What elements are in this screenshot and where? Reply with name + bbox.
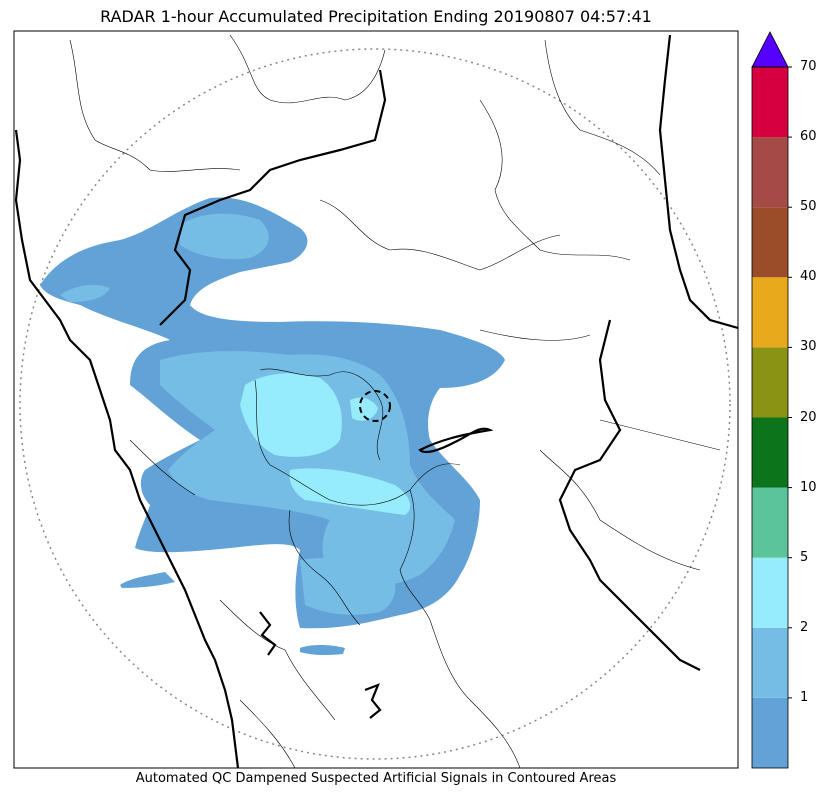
map-title: RADAR 1-hour Accumulated Precipitation E… [100, 7, 652, 26]
colorbar-level [752, 557, 788, 628]
district-boundaries [69, 34, 721, 768]
colorbar-tick-label: 1 [800, 689, 809, 705]
colorbar-level [752, 417, 788, 488]
qc-contour [359, 390, 391, 422]
colorbar-tick-label: 70 [800, 59, 817, 74]
colorbar-tick-label: 30 [800, 339, 817, 355]
colorbar-level [752, 627, 788, 698]
colorbar-level [752, 207, 788, 278]
colorbar-tick-label: 60 [800, 129, 817, 145]
colorbar-level [752, 67, 788, 138]
colorbar-tick-label: 20 [800, 409, 817, 425]
colorbar-extend-arrow [751, 31, 789, 68]
colorbar-tick-label: 10 [800, 479, 817, 495]
colorbar-level [752, 137, 788, 208]
map-caption: Automated QC Dampened Suspected Artifici… [135, 771, 617, 786]
colorbar-tick-label: 50 [800, 199, 817, 215]
colorbar-tick-label: 40 [800, 269, 817, 285]
colorbar-level [752, 487, 788, 558]
colorbar-level [752, 277, 788, 348]
colorbar-tick-label: 2 [800, 619, 809, 635]
colorbar-tick-label: 5 [800, 549, 809, 565]
state-boundaries [14, 34, 738, 768]
colorbar [751, 31, 792, 769]
colorbar-level [752, 347, 788, 418]
radar-range-ring [19, 48, 731, 760]
colorbar-level [752, 697, 788, 768]
